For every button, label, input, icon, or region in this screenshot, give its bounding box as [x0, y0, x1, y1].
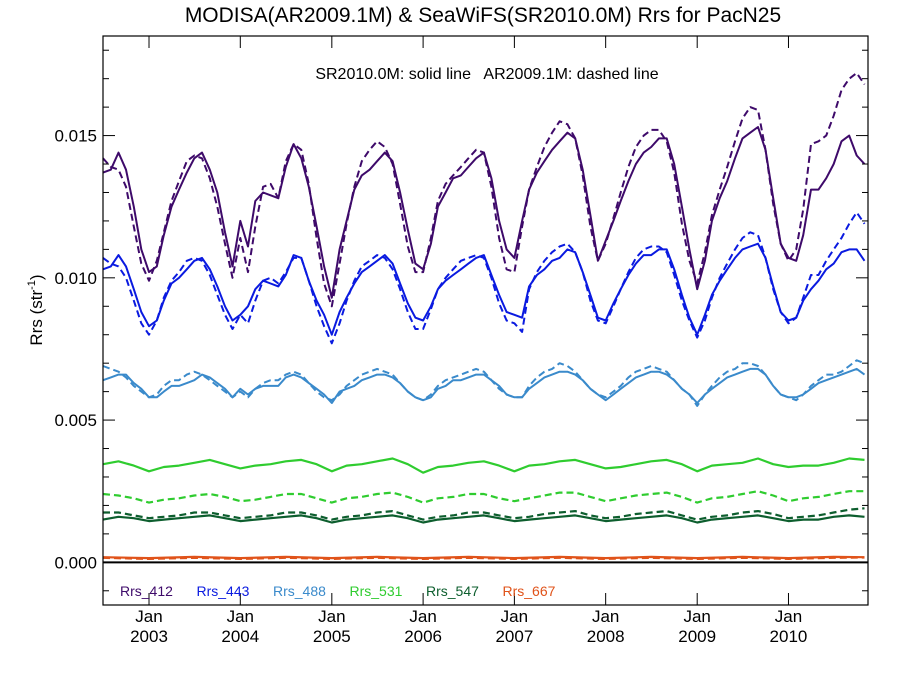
legend-entry-rrs-547: Rrs_547	[426, 583, 479, 599]
series-rrs-531-dashed	[102, 490, 865, 504]
y-axis-label-main: Rrs (str	[27, 290, 46, 346]
series-rrs-531-solid	[102, 457, 865, 474]
x-tick-label-month: Jan	[135, 607, 162, 626]
legend-entry-rrs-667: Rrs_667	[503, 583, 556, 599]
series-rrs-667-solid	[102, 555, 865, 560]
legend: Rrs_412 Rrs_443 Rrs_488 Rrs_531 Rrs_547 Rrs_6…	[120, 583, 556, 599]
x-tick-label-year: 2008	[587, 627, 625, 646]
series-rrs-547-dashed	[103, 507, 865, 521]
y-tick-label: 0.005	[54, 411, 97, 430]
chart-title: MODISA(AR2009.1M) & SeaWiFS(SR2010.0M) R…	[185, 4, 781, 27]
y-axis-label: Rrs (str-1)	[26, 274, 46, 345]
x-tick-label-month: Jan	[318, 607, 345, 626]
x-tick-label-year: 2003	[130, 627, 168, 646]
series-rrs-488-solid	[102, 367, 866, 404]
series-rrs-443-solid	[102, 242, 866, 336]
x-tick-label-year: 2010	[770, 627, 808, 646]
x-tick-label-year: 2004	[221, 627, 259, 646]
x-tick-label-month: Jan	[409, 607, 436, 626]
series-rrs-412-solid	[102, 126, 866, 299]
legend-entry-rrs-412: Rrs_412	[120, 583, 173, 599]
y-tick-label: 0.015	[54, 127, 97, 146]
x-tick-label-year: 2006	[404, 627, 442, 646]
line-style-annotation: SR2010.0M: solid line AR2009.1M: dashed …	[315, 66, 658, 83]
legend-entry-rrs-488: Rrs_488	[273, 583, 326, 599]
x-tick-label-year: 2005	[313, 627, 351, 646]
y-tick-label: 0.000	[54, 553, 97, 572]
series-rrs-488-dashed	[102, 359, 865, 407]
x-tick-label-year: 2009	[678, 627, 716, 646]
x-tick-label-month: Jan	[501, 607, 528, 626]
plot-frame	[102, 35, 869, 606]
legend-entry-rrs-443: Rrs_443	[197, 583, 250, 599]
y-axis-label-superscript: -1	[26, 280, 38, 290]
x-tick-label-month: Jan	[775, 607, 802, 626]
x-tick-label-month: Jan	[592, 607, 619, 626]
x-tick-label-year: 2007	[495, 627, 533, 646]
axes-layer: 0.0000.0050.0100.015Jan2003Jan2004Jan200…	[54, 35, 869, 646]
y-axis-label-close: )	[27, 274, 46, 280]
x-tick-label-month: Jan	[683, 607, 710, 626]
x-tick-label-month: Jan	[227, 607, 254, 626]
legend-entry-rrs-531: Rrs_531	[350, 583, 403, 599]
series-layer	[102, 72, 866, 560]
y-tick-label: 0.010	[54, 269, 97, 288]
series-rrs-443-dashed	[102, 211, 866, 345]
series-rrs-547-solid	[102, 514, 865, 524]
